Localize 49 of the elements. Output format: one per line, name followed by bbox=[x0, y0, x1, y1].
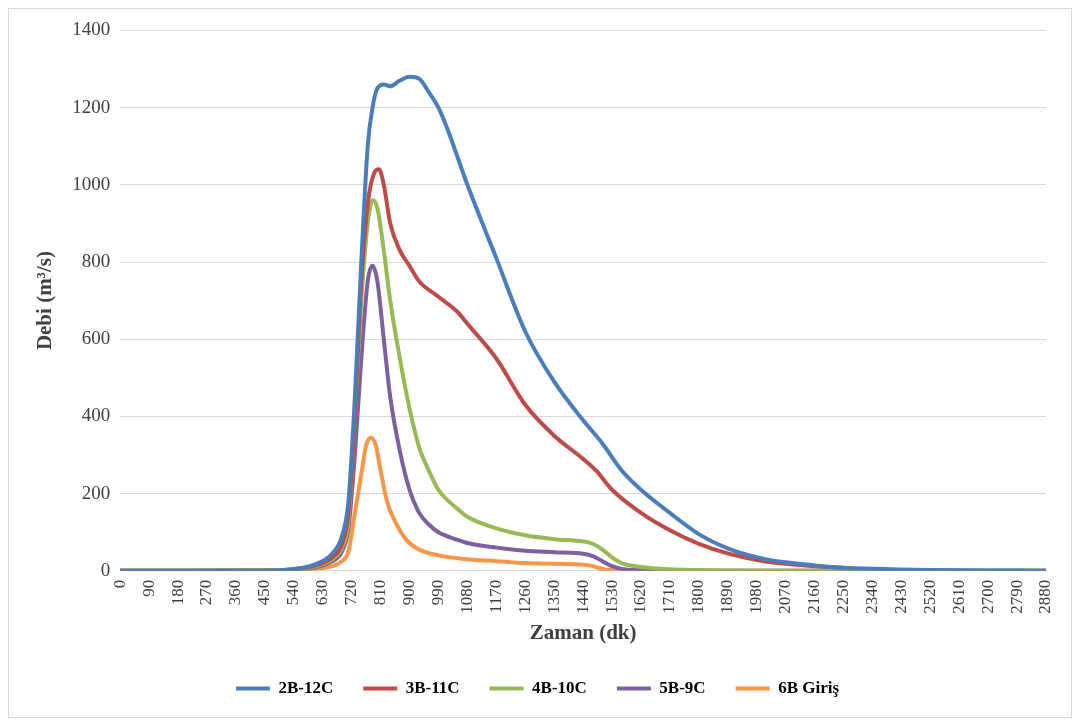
y-tick-label: 800 bbox=[81, 249, 111, 271]
y-tick-label: 0 bbox=[100, 558, 111, 580]
x-tick-label: 1440 bbox=[572, 579, 592, 614]
x-tick-label: 2880 bbox=[1035, 579, 1055, 614]
x-tick-label: 1080 bbox=[456, 579, 476, 614]
y-tick-label: 600 bbox=[81, 327, 111, 349]
x-tick-label: 1530 bbox=[601, 579, 621, 614]
x-tick-label: 360 bbox=[225, 579, 245, 606]
legend-label: 3B-11C bbox=[405, 677, 460, 697]
x-tick-label: 2070 bbox=[775, 579, 795, 614]
y-tick-label: 1400 bbox=[72, 18, 111, 40]
x-tick-label: 1350 bbox=[543, 579, 563, 614]
x-tick-label: 2790 bbox=[1006, 579, 1026, 614]
y-axis-title: Debi (m³/s) bbox=[32, 251, 57, 351]
y-tick-label: 1000 bbox=[72, 172, 111, 194]
x-tick-label: 1260 bbox=[514, 579, 534, 614]
x-tick-label: 1890 bbox=[717, 579, 737, 614]
legend-label: 2B-12C bbox=[278, 677, 334, 697]
x-tick-label: 900 bbox=[398, 579, 418, 606]
x-tick-label: 2160 bbox=[804, 579, 824, 614]
legend-label: 6B Giriş bbox=[778, 677, 840, 697]
x-tick-label: 2610 bbox=[948, 579, 968, 614]
x-tick-label: 0 bbox=[109, 579, 129, 589]
x-tick-label: 90 bbox=[138, 579, 158, 597]
y-tick-label: 1200 bbox=[72, 95, 111, 117]
x-tick-label: 1170 bbox=[485, 579, 505, 614]
y-tick-label: 200 bbox=[81, 481, 111, 503]
x-tick-label: 2250 bbox=[832, 579, 852, 614]
x-axis-title: Zaman (dk) bbox=[529, 619, 637, 644]
x-tick-label: 630 bbox=[312, 579, 332, 606]
x-tick-label: 2700 bbox=[977, 579, 997, 614]
x-tick-label: 810 bbox=[370, 579, 390, 606]
x-tick-label: 1710 bbox=[659, 579, 679, 614]
x-tick-label: 540 bbox=[283, 579, 303, 606]
x-tick-label: 1620 bbox=[630, 579, 650, 614]
x-tick-label: 180 bbox=[167, 579, 187, 606]
line-series bbox=[120, 74, 1046, 571]
x-tick-label: 1980 bbox=[746, 579, 766, 614]
legend-label: 4B-10C bbox=[532, 677, 587, 697]
y-tick-label: 400 bbox=[81, 404, 111, 426]
x-tick-label: 1800 bbox=[688, 579, 708, 614]
x-tick-label: 270 bbox=[196, 579, 216, 606]
x-tick-label: 720 bbox=[341, 579, 361, 606]
x-tick-label: 990 bbox=[427, 579, 447, 606]
x-tick-label: 2520 bbox=[919, 579, 939, 614]
x-tick-label: 2430 bbox=[890, 579, 910, 614]
x-tick-label: 2340 bbox=[861, 579, 881, 614]
x-tick-label: 450 bbox=[254, 579, 274, 606]
legend-label: 5B-9C bbox=[659, 677, 706, 697]
